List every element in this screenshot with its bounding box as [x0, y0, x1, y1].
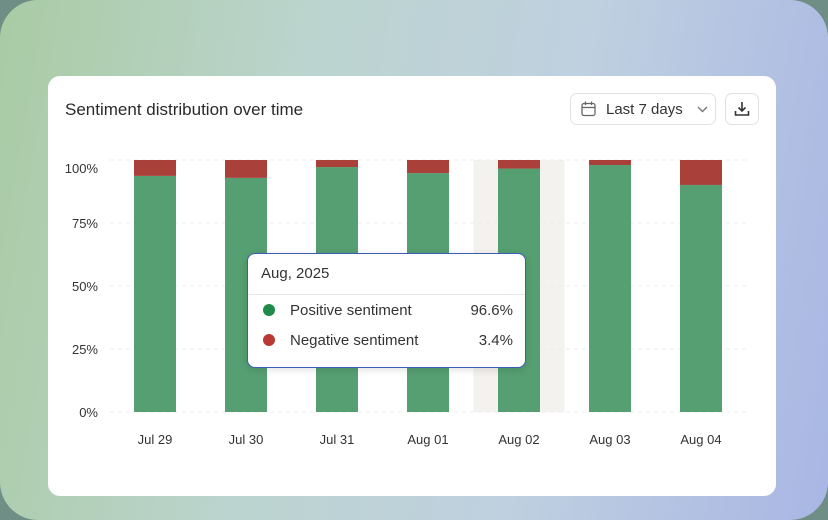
bar-negative [316, 160, 358, 168]
y-tick-label: 0% [79, 405, 98, 420]
bar-negative [407, 160, 449, 174]
bar-positive [680, 184, 722, 412]
calendar-icon [581, 101, 596, 117]
x-tick-label: Aug 01 [407, 432, 448, 447]
download-button[interactable] [725, 93, 759, 125]
bar-negative [680, 160, 722, 185]
x-tick-label: Aug 04 [680, 432, 721, 447]
sentiment-chart: 0% 25% 50% 75% 100% Jul 29 Jul 30 Jul 31 Aug 01 A… [65, 159, 748, 447]
y-tick-label: 25% [72, 342, 98, 357]
bar-negative [498, 160, 540, 169]
bar-positive [134, 175, 176, 412]
bar-negative [225, 160, 267, 178]
tooltip-label: Positive sentiment [290, 301, 412, 319]
y-tick-label: 50% [72, 279, 98, 294]
tooltip-value: 3.4% [478, 331, 513, 349]
date-range-label: Last 7 days [606, 100, 683, 118]
tooltip-row-positive: Positive sentiment 96.6% [248, 295, 525, 325]
bar-negative [589, 160, 631, 166]
tooltip-label: Negative sentiment [290, 331, 419, 349]
card-title: Sentiment distribution over time [65, 100, 304, 119]
x-tick-label: Aug 03 [589, 432, 630, 447]
tooltip-value: 96.6% [470, 301, 513, 319]
download-icon [734, 102, 750, 116]
x-tick-label: Jul 29 [138, 432, 173, 447]
positive-dot-icon [263, 304, 275, 316]
tooltip-title: Aug, 2025 [248, 254, 525, 295]
x-tick-label: Jul 30 [229, 432, 264, 447]
negative-dot-icon [263, 334, 275, 346]
y-tick-label: 75% [72, 216, 98, 231]
chart-tooltip: Aug, 2025 Positive sentiment 96.6% Negat… [247, 253, 526, 368]
tooltip-row-negative: Negative sentiment 3.4% [248, 325, 525, 355]
x-tick-label: Jul 31 [320, 432, 355, 447]
bar-positive [589, 165, 631, 412]
x-tick-label: Aug 02 [498, 432, 539, 447]
bar-negative [134, 160, 176, 176]
y-tick-label: 100% [65, 161, 99, 176]
chevron-down-icon [697, 106, 708, 112]
date-range-dropdown[interactable]: Last 7 days [570, 93, 716, 125]
